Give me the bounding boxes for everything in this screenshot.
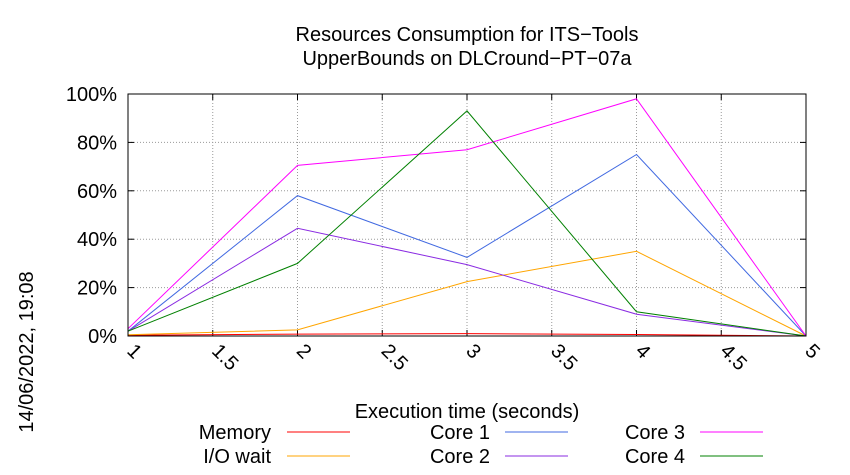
x-tick-label: 2.5 (377, 340, 412, 375)
legend-label-memory: Memory (199, 422, 271, 444)
legend-label-i-o-wait: I/O wait (203, 446, 271, 468)
series-line-memory (127, 333, 807, 337)
legend-label-core-4: Core 4 (625, 446, 685, 468)
y-tick-label: 60% (77, 181, 117, 203)
y-tick-label: 40% (77, 229, 117, 251)
legend-label-core-2: Core 2 (430, 446, 490, 468)
chart-title: Resources Consumption for ITS−Tools (296, 24, 639, 46)
timestamp-label: 14/06/2022, 19:08 (16, 271, 38, 432)
y-tick-label: 80% (77, 132, 117, 154)
x-axis: 1 1.5 2 2.5 3 3.5 4 4.5 5 (122, 94, 824, 375)
y-axis: 0% 20% 40% 60% 80% 100% (66, 84, 806, 348)
plot-border (127, 93, 807, 337)
y-tick-label: 100% (66, 84, 117, 106)
series-line-core-3 (127, 98, 807, 337)
x-tick-label: 4 (631, 340, 654, 363)
y-tick-label: 0% (88, 326, 117, 348)
x-tick-label: 4.5 (716, 340, 751, 375)
x-tick-label: 3.5 (546, 340, 581, 375)
series-line-core-2 (127, 227, 807, 337)
x-tick-label: 3 (461, 340, 484, 363)
series-line-core-1 (127, 153, 807, 337)
x-axis-label: Execution time (seconds) (355, 401, 580, 423)
legend-label-core-3: Core 3 (625, 422, 685, 444)
y-tick-label: 20% (77, 278, 117, 300)
series-line-core-4 (127, 110, 807, 337)
grid (128, 94, 806, 336)
legend-label-core-1: Core 1 (430, 422, 490, 444)
series-line-i-o-wait (127, 250, 807, 337)
x-tick-label: 1.5 (207, 340, 242, 375)
x-tick-label: 5 (800, 340, 823, 363)
series-lines (127, 98, 807, 337)
x-tick-label: 2 (292, 340, 315, 363)
chart-subtitle: UpperBounds on DLCround−PT−07a (302, 48, 632, 70)
x-tick-label: 1 (122, 340, 145, 363)
